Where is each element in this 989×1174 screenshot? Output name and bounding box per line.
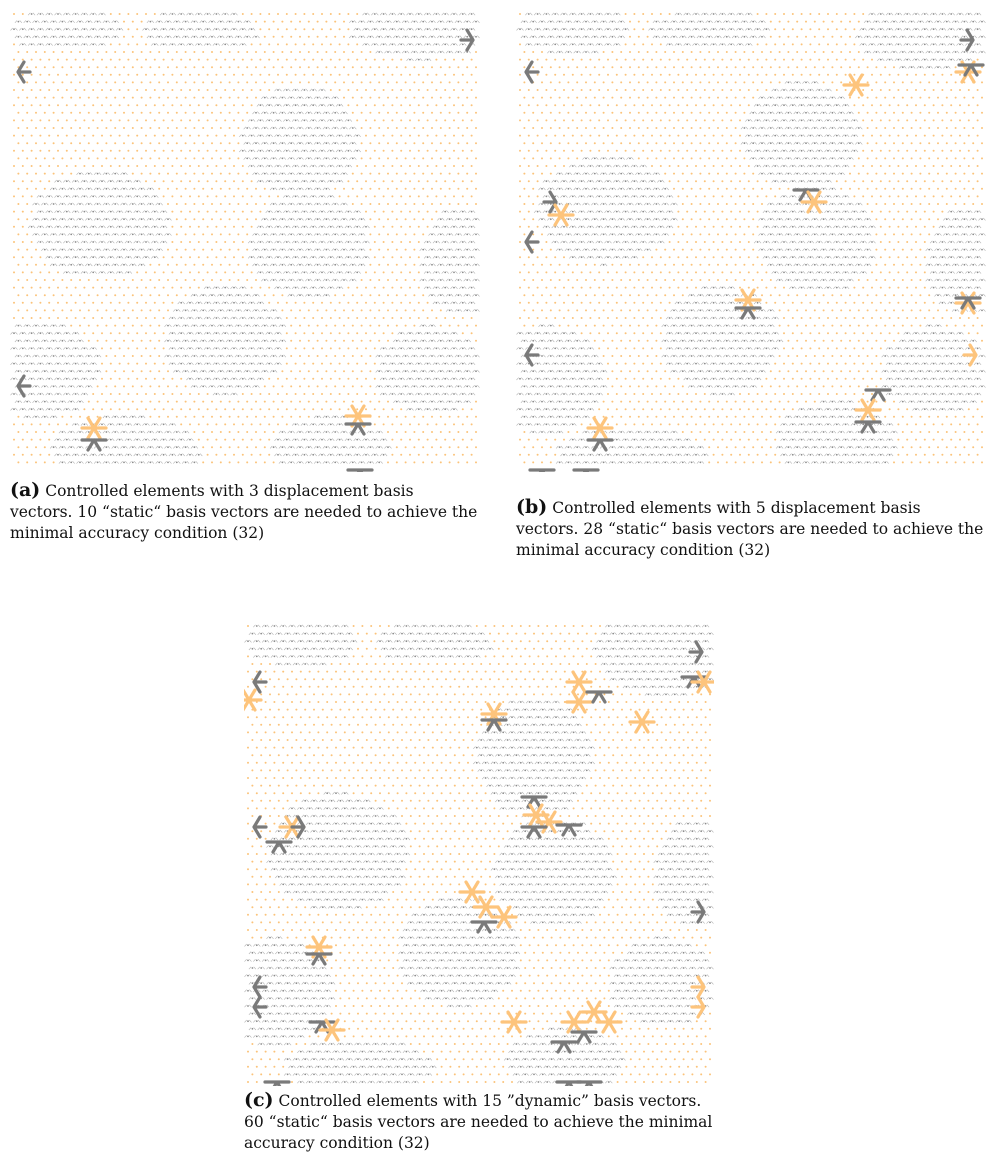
- basis-vector-marker: [800, 190, 828, 214]
- basis-vector-marker: [690, 975, 706, 999]
- basis-vector-marker: [690, 670, 714, 694]
- lattice-plot-a: [10, 12, 480, 472]
- caption-b-text: Controlled elements with 5 displacement …: [516, 499, 984, 559]
- basis-vector-marker: [470, 920, 498, 934]
- basis-vector-marker: [547, 203, 575, 227]
- basis-vector-marker: [959, 28, 975, 52]
- basis-vector-marker: [480, 718, 508, 732]
- basis-vector-marker: [842, 73, 870, 97]
- basis-vector-marker: [572, 468, 600, 472]
- basis-vector-marker: [570, 1030, 598, 1044]
- basis-vector-marker: [688, 640, 704, 664]
- caption-c: (c) Controlled elements with 15 ”dynamic…: [244, 1090, 714, 1154]
- basis-vector-marker: [16, 60, 32, 84]
- basis-vector-marker: [690, 995, 706, 1019]
- basis-vector-marker: [252, 670, 268, 694]
- caption-a: (a) Controlled elements with 3 displacem…: [10, 480, 480, 544]
- basis-vector-marker: [80, 416, 108, 440]
- basis-vector-marker: [252, 815, 268, 839]
- basis-vector-marker: [265, 840, 293, 854]
- basis-vector-marker: [472, 895, 500, 919]
- basis-vector-marker: [524, 230, 540, 254]
- basis-vector-marker: [734, 306, 762, 320]
- basis-vector-marker: [318, 1018, 346, 1042]
- basis-vector-marker: [305, 952, 333, 966]
- basis-vector-marker: [565, 670, 593, 694]
- basis-vector-marker: [586, 438, 614, 452]
- basis-vector-marker: [586, 416, 614, 440]
- panel-a: [10, 10, 480, 472]
- caption-c-text: Controlled elements with 15 ”dynamic” ba…: [244, 1092, 713, 1152]
- lattice-plot-c: [244, 624, 714, 1086]
- basis-vector-marker: [854, 398, 882, 422]
- caption-c-label: (c): [244, 1089, 274, 1111]
- basis-vector-marker: [864, 388, 892, 402]
- basis-vector-marker: [524, 343, 540, 367]
- panel-c: [244, 622, 714, 1086]
- basis-vector-marker: [575, 1080, 603, 1086]
- basis-vector-marker: [528, 468, 556, 472]
- panel-b: [516, 10, 986, 472]
- basis-vector-marker: [80, 438, 108, 452]
- basis-vector-marker: [459, 28, 475, 52]
- basis-vector-marker: [854, 420, 882, 434]
- basis-vector-marker: [244, 688, 263, 712]
- basis-vector-marker: [16, 374, 32, 398]
- lattice-plot-b: [516, 12, 986, 472]
- basis-vector-marker: [500, 1010, 528, 1034]
- basis-vector-marker: [565, 690, 593, 714]
- basis-vector-marker: [962, 343, 978, 367]
- basis-vector-marker: [490, 905, 518, 929]
- basis-vector-marker: [954, 296, 982, 310]
- basis-vector-marker: [535, 810, 563, 834]
- basis-vector-marker: [690, 900, 706, 924]
- basis-vector-marker: [263, 1080, 291, 1086]
- caption-b-label: (b): [516, 496, 548, 518]
- basis-vector-marker: [585, 690, 613, 704]
- basis-vector-marker: [290, 815, 306, 839]
- basis-vector-marker: [555, 823, 583, 837]
- basis-vector-marker: [560, 1010, 588, 1034]
- basis-vector-marker: [954, 291, 982, 315]
- basis-vector-marker: [595, 1010, 623, 1034]
- caption-a-label: (a): [10, 479, 41, 501]
- caption-a-text: Controlled elements with 3 displacement …: [10, 482, 478, 542]
- caption-b: (b) Controlled elements with 5 displacem…: [516, 497, 986, 561]
- basis-vector-marker: [628, 710, 656, 734]
- basis-vector-marker: [542, 190, 558, 214]
- basis-vector-marker: [344, 422, 372, 436]
- basis-vector-marker: [458, 880, 486, 904]
- basis-vector-marker: [520, 825, 548, 839]
- basis-vector-marker: [346, 468, 374, 472]
- basis-vector-marker: [252, 975, 268, 999]
- basis-vector-marker: [550, 1040, 578, 1054]
- basis-vector-marker: [957, 63, 985, 77]
- basis-vector-marker: [524, 60, 540, 84]
- basis-vector-marker: [252, 995, 268, 1019]
